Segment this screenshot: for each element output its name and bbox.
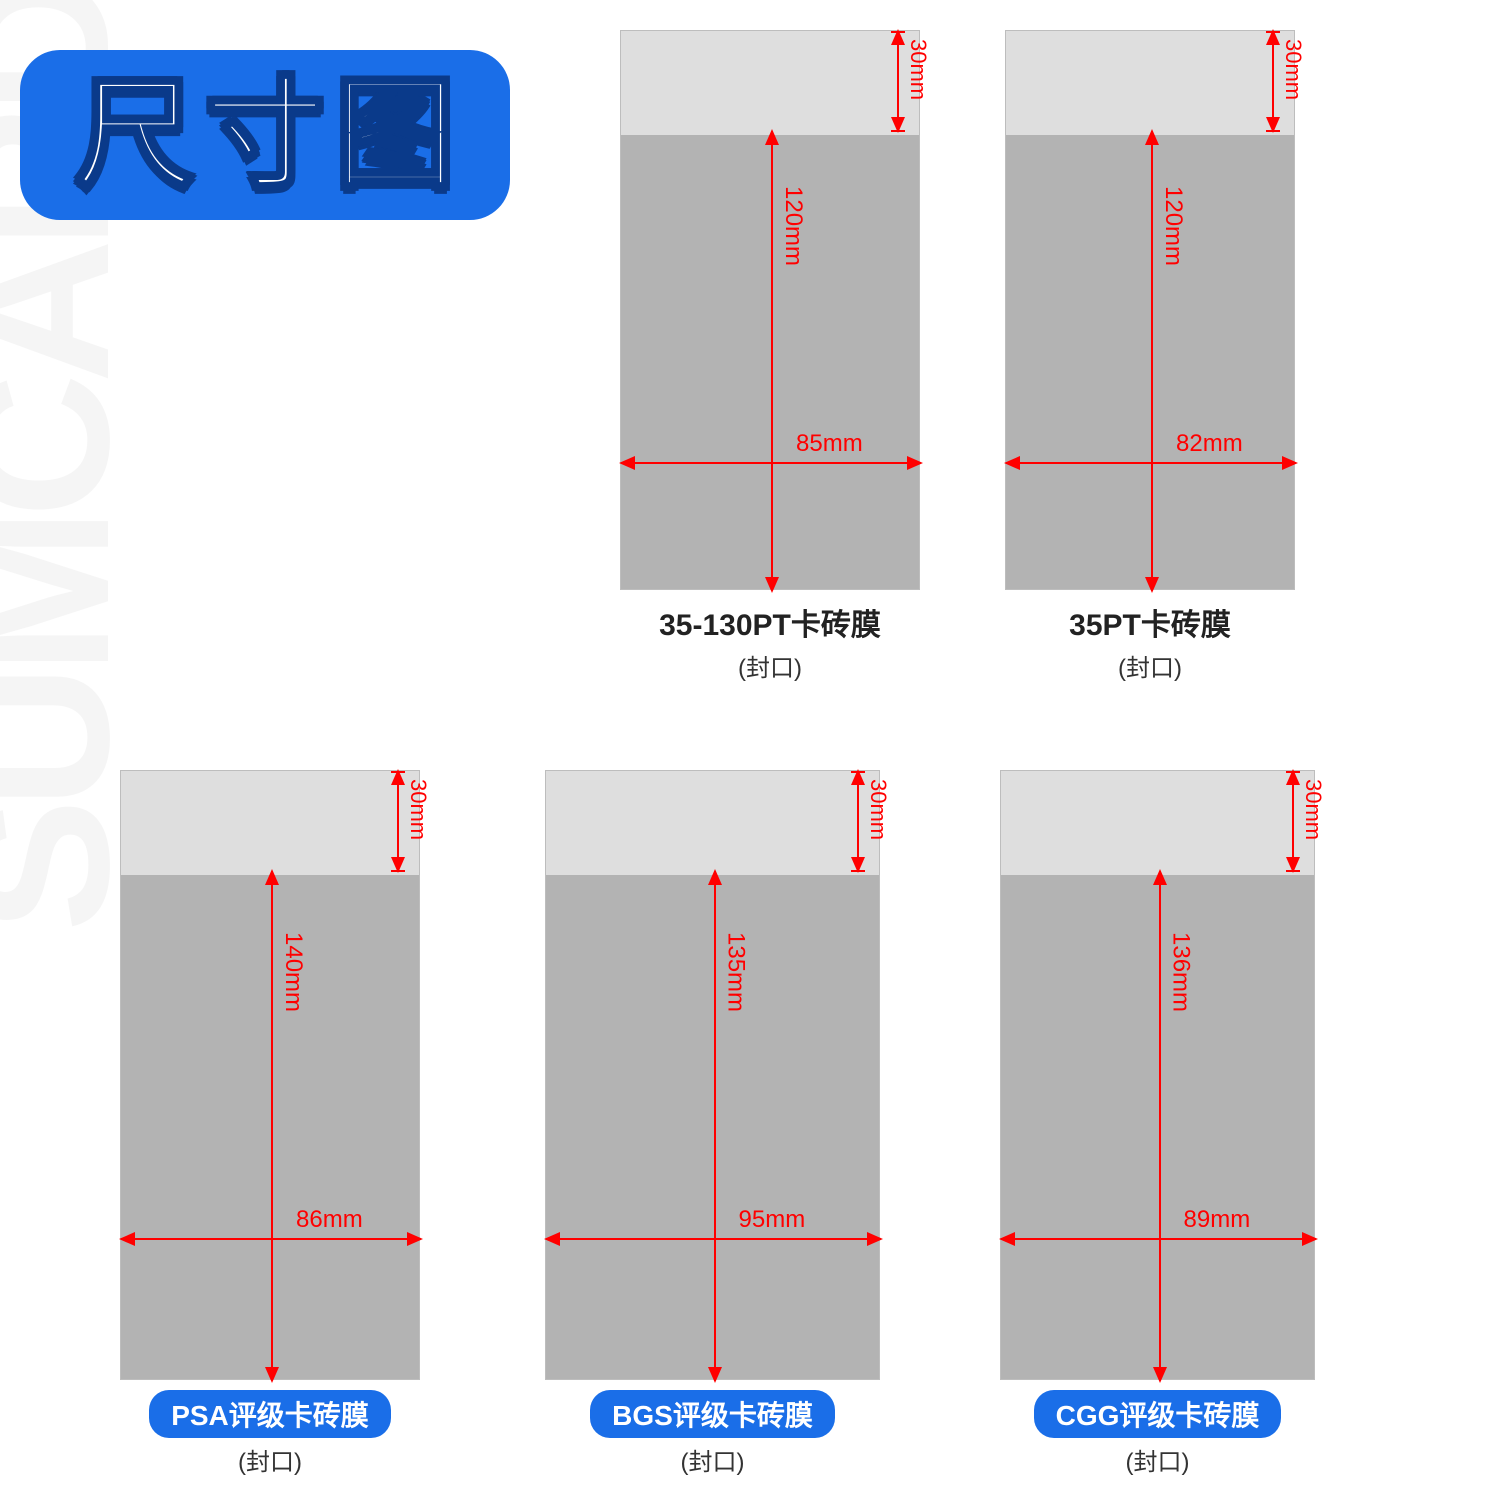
bag-caption: 35-130PT卡砖膜 (封口)	[620, 600, 920, 683]
dim-width-label: 95mm	[739, 1206, 806, 1234]
title-char-3: 图	[335, 75, 455, 195]
bag-body: 135mm95mm30mm	[545, 770, 880, 1380]
caption-title: PSA评级卡砖膜	[149, 1390, 391, 1438]
dim-flap-label: 30mm	[905, 39, 931, 100]
title-char-2: 寸	[205, 75, 325, 195]
dim-flap-line	[897, 31, 899, 131]
caption-subtitle: (封口)	[1005, 648, 1295, 683]
dim-height-line	[1159, 871, 1161, 1381]
dim-width-line	[121, 1238, 421, 1240]
bag-diagram-c: 140mm86mm30mmPSA评级卡砖膜(封口)	[120, 770, 420, 1477]
dim-height-line	[714, 871, 716, 1381]
dim-flap-tick-bottom	[1266, 130, 1280, 132]
dim-flap-tick-top	[1286, 771, 1300, 773]
caption-title: 35PT卡砖膜	[1005, 600, 1295, 644]
dim-width-line	[546, 1238, 881, 1240]
bag-body: 120mm85mm30mm	[620, 30, 920, 590]
dim-flap-tick-top	[1266, 31, 1280, 33]
caption-subtitle: (封口)	[620, 648, 920, 683]
bag-flap	[1006, 31, 1294, 131]
dim-height-label: 120mm	[1159, 186, 1187, 266]
caption-subtitle: (封口)	[545, 1442, 880, 1477]
bag-diagram-b: 120mm82mm30mm35PT卡砖膜(封口)	[1005, 30, 1295, 683]
caption-subtitle: (封口)	[120, 1442, 420, 1477]
dim-height-line	[771, 131, 773, 591]
dim-flap-tick-top	[851, 771, 865, 773]
bag-flap	[546, 771, 879, 871]
dim-flap-label: 30mm	[1280, 39, 1306, 100]
bag-body: 136mm89mm30mm	[1000, 770, 1315, 1380]
title-badge: 尺 寸 图	[20, 50, 510, 220]
bag-caption: BGS评级卡砖膜 (封口)	[545, 1390, 880, 1477]
dim-flap-tick-bottom	[851, 870, 865, 872]
dim-flap-tick-bottom	[391, 870, 405, 872]
dim-width-label: 89mm	[1184, 1206, 1251, 1234]
dim-width-label: 86mm	[296, 1206, 363, 1234]
bag-flap	[1001, 771, 1314, 871]
dim-height-label: 136mm	[1167, 932, 1195, 1012]
title-char-1: 尺	[75, 75, 195, 195]
dim-flap: 30mm	[397, 771, 427, 871]
dim-width-line	[1006, 462, 1296, 464]
bag-body: 120mm82mm30mm	[1005, 30, 1295, 590]
caption-title: BGS评级卡砖膜	[590, 1390, 835, 1438]
dim-flap-label: 30mm	[865, 779, 891, 840]
dim-flap: 30mm	[897, 31, 927, 131]
dim-flap-line	[857, 771, 859, 871]
bag-diagram-d: 135mm95mm30mmBGS评级卡砖膜(封口)	[545, 770, 880, 1477]
bag-flap	[621, 31, 919, 131]
dim-flap-line	[397, 771, 399, 871]
caption-subtitle: (封口)	[1000, 1442, 1315, 1477]
bag-body: 140mm86mm30mm	[120, 770, 420, 1380]
bag-caption: CGG评级卡砖膜 (封口)	[1000, 1390, 1315, 1477]
dim-flap-tick-bottom	[891, 130, 905, 132]
dim-flap-line	[1292, 771, 1294, 871]
dim-height-line	[271, 871, 273, 1381]
caption-title: 35-130PT卡砖膜	[620, 600, 920, 644]
dim-height-line	[1151, 131, 1153, 591]
dim-flap-tick-top	[391, 771, 405, 773]
bag-diagram-a: 120mm85mm30mm35-130PT卡砖膜(封口)	[620, 30, 920, 683]
dim-height-label: 140mm	[279, 932, 307, 1012]
dim-flap-tick-top	[891, 31, 905, 33]
dim-width-line	[621, 462, 921, 464]
dim-flap: 30mm	[1272, 31, 1302, 131]
dim-flap-label: 30mm	[1300, 779, 1326, 840]
dim-width-label: 82mm	[1176, 430, 1243, 458]
bag-caption: PSA评级卡砖膜 (封口)	[120, 1390, 420, 1477]
bag-diagram-e: 136mm89mm30mmCGG评级卡砖膜(封口)	[1000, 770, 1315, 1477]
dim-width-label: 85mm	[796, 430, 863, 458]
bag-caption: 35PT卡砖膜 (封口)	[1005, 600, 1295, 683]
dim-flap-label: 30mm	[405, 779, 431, 840]
dim-flap: 30mm	[1292, 771, 1322, 871]
dim-height-label: 135mm	[722, 932, 750, 1012]
dim-flap-line	[1272, 31, 1274, 131]
caption-title: CGG评级卡砖膜	[1034, 1390, 1282, 1438]
bag-flap	[121, 771, 419, 871]
dim-width-line	[1001, 1238, 1316, 1240]
dim-flap-tick-bottom	[1286, 870, 1300, 872]
dim-flap: 30mm	[857, 771, 887, 871]
dim-height-label: 120mm	[779, 186, 807, 266]
